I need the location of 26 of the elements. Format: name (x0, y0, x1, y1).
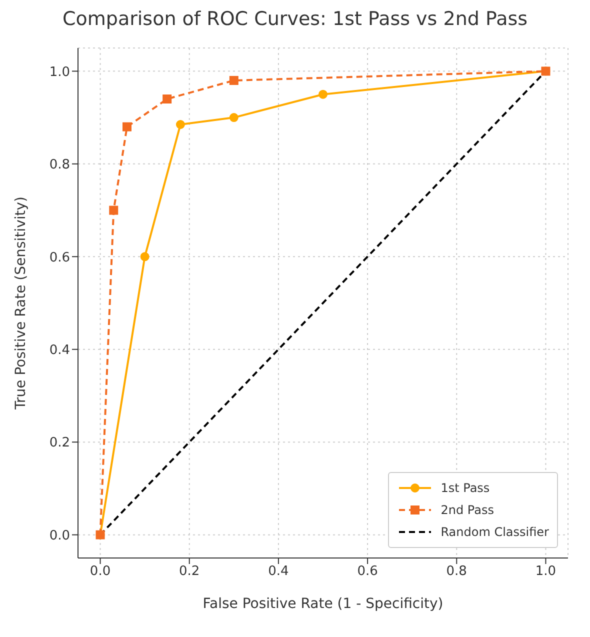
y-tick-label: 0.6 (49, 250, 70, 266)
x-axis-title: False Positive Rate (1 - Specificity) (202, 596, 444, 612)
point (229, 113, 238, 122)
point (140, 252, 150, 262)
y-tick-label: 1.0 (49, 64, 70, 80)
x-tick-label: 0.2 (179, 564, 200, 580)
x-tick-label: 0.4 (268, 564, 289, 580)
x-tick-label: 0.8 (446, 564, 467, 580)
x-tick-label: 1.0 (535, 564, 556, 580)
chart-title: Comparison of ROC Curves: 1st Pass vs 2nd Pass (61, 8, 529, 32)
y-tick-label: 0.2 (49, 436, 70, 451)
y-axis-title: True Positive Rate (Sensitivity) (12, 196, 29, 410)
x-tick-label: 0.0 (90, 564, 111, 580)
point (109, 206, 118, 215)
point (318, 90, 328, 99)
x-tick-label: 0.6 (357, 564, 378, 580)
point (122, 122, 132, 132)
legend-label: Random Classifier (440, 525, 549, 539)
y-tick-label: 0.8 (49, 158, 70, 173)
y-tick-label: 0.4 (49, 342, 70, 358)
legend-label: 1st Pass (440, 481, 490, 495)
point (176, 120, 185, 129)
point (162, 94, 172, 104)
y-tick-label: 0.0 (49, 528, 70, 544)
legend-label: 2nd Pass (440, 503, 494, 517)
point (229, 76, 238, 85)
